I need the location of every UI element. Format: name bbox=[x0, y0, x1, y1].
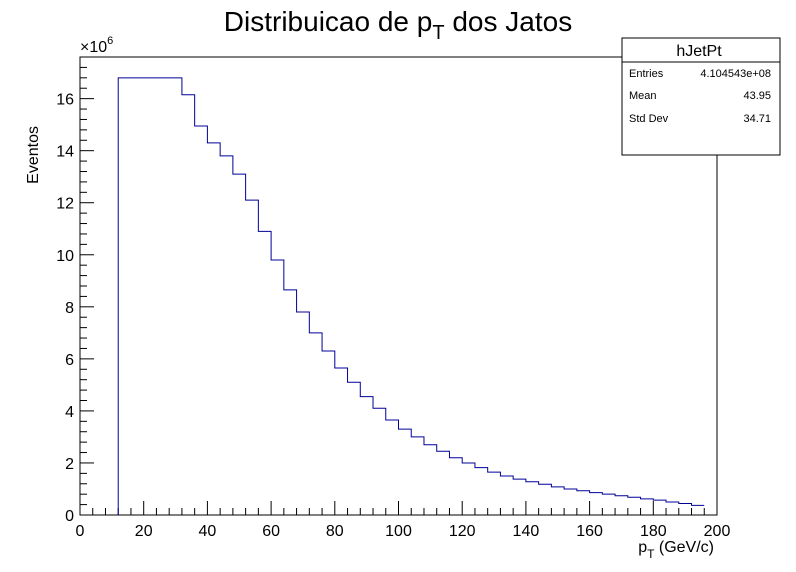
y-tick-label: 14 bbox=[56, 144, 74, 161]
x-axis-ticks: 0 20 40 60 80 100 120 140 160 180 200 bbox=[76, 501, 731, 540]
x-tick-label: 20 bbox=[135, 523, 153, 540]
x-tick-label: 60 bbox=[262, 523, 280, 540]
stats-entries-label: Entries bbox=[629, 68, 664, 80]
y-tick-label: 0 bbox=[65, 508, 74, 525]
stats-entries-value: 4.104543e+08 bbox=[700, 68, 771, 80]
y-tick-label: 12 bbox=[56, 196, 74, 213]
x-axis-label-subscript: T bbox=[647, 547, 655, 561]
stats-stddev-label: Std Dev bbox=[629, 113, 669, 125]
stats-stddev-value: 34.71 bbox=[743, 113, 771, 125]
y-tick-label: 16 bbox=[56, 92, 74, 109]
x-tick-label: 200 bbox=[704, 523, 731, 540]
x-axis-label: pT (GeV/c) bbox=[638, 539, 714, 561]
y-axis-ticks: 0 2 4 6 8 10 12 14 16 bbox=[56, 56, 94, 525]
stats-mean-label: Mean bbox=[629, 90, 657, 102]
y-multiplier-base: ×10 bbox=[80, 39, 107, 56]
x-axis-label-main: p bbox=[638, 539, 647, 556]
x-tick-label: 160 bbox=[576, 523, 603, 540]
chart-title: Distribuicao de pT dos Jatos bbox=[224, 6, 572, 44]
chart-title-rest: dos Jatos bbox=[445, 6, 573, 37]
y-tick-label: 6 bbox=[65, 352, 74, 369]
stats-box: hJetPt Entries 4.104543e+08 Mean 43.95 S… bbox=[621, 37, 781, 156]
x-axis-label-rest: (GeV/c) bbox=[654, 539, 714, 556]
y-tick-label: 10 bbox=[56, 248, 74, 265]
x-tick-label: 100 bbox=[385, 523, 412, 540]
x-tick-label: 40 bbox=[199, 523, 217, 540]
x-tick-label: 0 bbox=[76, 523, 85, 540]
y-axis-label: Eventos bbox=[25, 126, 42, 184]
stats-box-frame bbox=[621, 37, 781, 156]
x-tick-label: 120 bbox=[449, 523, 476, 540]
x-tick-label: 180 bbox=[640, 523, 667, 540]
histogram-line bbox=[117, 77, 705, 515]
y-multiplier: ×106 bbox=[80, 35, 113, 56]
x-tick-label: 80 bbox=[326, 523, 344, 540]
chart-title-main: Distribuicao de p bbox=[224, 6, 433, 37]
y-tick-label: 4 bbox=[65, 404, 74, 421]
stats-mean-value: 43.95 bbox=[743, 90, 771, 102]
stats-box-title: hJetPt bbox=[676, 43, 722, 60]
x-tick-label: 140 bbox=[513, 523, 540, 540]
y-tick-label: 2 bbox=[65, 456, 74, 473]
y-multiplier-exponent: 6 bbox=[107, 35, 113, 47]
chart-title-subscript: T bbox=[432, 22, 444, 44]
y-tick-label: 8 bbox=[65, 300, 74, 317]
